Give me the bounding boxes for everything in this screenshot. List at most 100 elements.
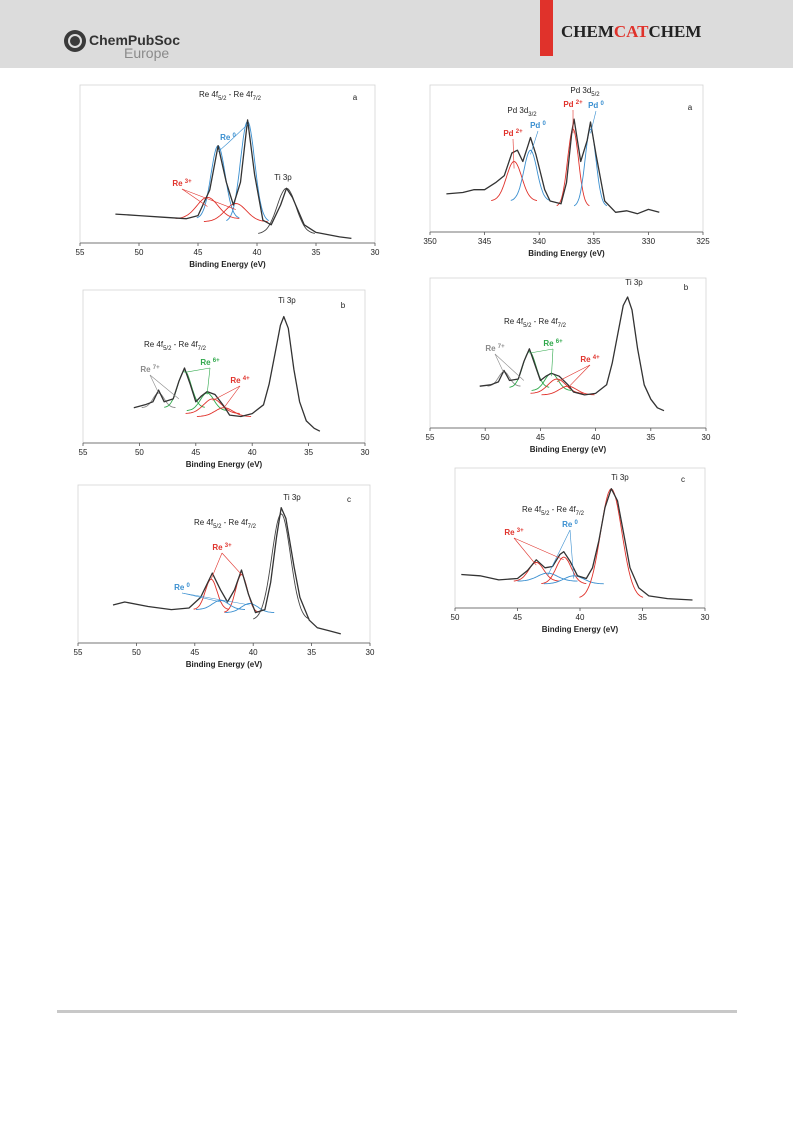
- leader-line: [210, 552, 223, 580]
- annotation-part: 7/2: [253, 96, 262, 102]
- leader-line: [181, 188, 236, 210]
- journal-part: CHEM: [561, 22, 614, 41]
- annotation-part: 0: [601, 101, 605, 107]
- x-axis-label: Binding Energy (eV): [528, 249, 605, 258]
- x-tick-label: 330: [642, 237, 656, 246]
- annotation-part: Re: [200, 358, 212, 367]
- annotation-part: 7/2: [198, 346, 207, 352]
- annotation-part: 4+: [243, 376, 250, 382]
- annotation: Re 7+: [485, 344, 505, 353]
- x-tick-label: 45: [190, 648, 199, 657]
- fit-component: [513, 561, 559, 582]
- annotation-part: Pd: [530, 121, 542, 130]
- annotation-part: Re: [220, 133, 232, 142]
- annotation-part: 3+: [517, 528, 524, 534]
- annotation-part: 0: [575, 520, 579, 526]
- annotation-part: Pd: [563, 100, 575, 109]
- leader-line: [181, 188, 208, 207]
- annotation: Pd 0: [588, 101, 604, 110]
- leader-line: [149, 374, 159, 394]
- leader-line: [149, 374, 180, 400]
- annotation-part: Re 4f: [522, 505, 542, 514]
- annotation: Pd 2+: [503, 129, 523, 138]
- publisher: ChemPubSoc: [89, 32, 180, 48]
- annotation-part: - Re 4f: [226, 90, 253, 99]
- x-tick-label: 35: [307, 648, 316, 657]
- annotation: Re 6+: [200, 358, 220, 367]
- plot-frame: [77, 484, 371, 644]
- annotation: Re 0: [220, 133, 236, 142]
- spectrum-line: [133, 315, 321, 432]
- x-tick-label: 40: [253, 248, 262, 257]
- annotation-part: Re 4f: [199, 90, 219, 99]
- fit-component: [175, 196, 240, 219]
- annotation-part: Re: [580, 355, 592, 364]
- annotation: Ti 3p: [611, 473, 629, 482]
- leader-line: [547, 529, 571, 576]
- annotation: Pd 3d5/2: [570, 86, 600, 98]
- journal-part: CAT: [614, 22, 649, 41]
- fit-component: [195, 599, 246, 610]
- annotation-part: 4+: [593, 355, 600, 361]
- x-tick-label: 35: [646, 433, 655, 442]
- annotation-part: 5/2: [218, 96, 227, 102]
- annotation-part: 2+: [516, 129, 523, 135]
- annotation: Re 4f5/2 - Re 4f7/2: [144, 340, 207, 352]
- annotation-part: Ti 3p: [283, 493, 301, 502]
- x-tick-label: 350: [423, 237, 437, 246]
- leader-line: [513, 537, 564, 561]
- journal-bar: [540, 0, 553, 56]
- annotation: Re 6+: [543, 339, 563, 348]
- annotation: a: [688, 103, 693, 112]
- x-tick-label: 55: [79, 448, 88, 457]
- annotation-part: Re: [485, 344, 497, 353]
- annotation-part: a: [688, 103, 693, 112]
- annotation-part: Ti 3p: [611, 473, 629, 482]
- logo-ring: [68, 34, 82, 48]
- annotation-part: Pd 3d: [507, 106, 528, 115]
- spectrum-line: [115, 119, 352, 240]
- annotation: Re 4+: [230, 376, 250, 385]
- annotation-part: 7/2: [248, 524, 257, 530]
- annotation-part: 5/2: [591, 92, 600, 98]
- annotation-part: 0: [543, 121, 547, 127]
- fit-component: [541, 556, 587, 585]
- annotation-part: Re: [230, 376, 242, 385]
- annotation-part: 5/2: [213, 524, 222, 530]
- fit-component: [203, 203, 268, 222]
- x-tick-label: 45: [513, 613, 522, 622]
- annotation-part: 5/2: [163, 346, 172, 352]
- leader-line: [223, 385, 241, 408]
- x-tick-label: 40: [248, 448, 257, 457]
- annotation: Re 4f5/2 - Re 4f7/2: [199, 90, 262, 102]
- annotation-part: Re 4f: [144, 340, 164, 349]
- annotation-part: Re: [140, 365, 152, 374]
- journal-title: CHEMCATCHEM: [561, 22, 701, 41]
- fit-component: [517, 572, 578, 582]
- fit-component: [253, 513, 310, 620]
- annotation: a: [353, 93, 358, 102]
- x-tick-label: 45: [194, 248, 203, 257]
- x-axis-label: Binding Energy (eV): [189, 260, 266, 269]
- x-tick-label: 345: [478, 237, 492, 246]
- annotation: Re 3+: [504, 528, 524, 537]
- annotation: Re 3+: [172, 179, 192, 188]
- logo-icon: [64, 30, 86, 52]
- footer-rule: [57, 1010, 737, 1013]
- annotation-part: b: [684, 283, 689, 292]
- annotation: Pd 0: [530, 121, 546, 130]
- x-tick-label: 40: [591, 433, 600, 442]
- x-tick-label: 45: [536, 433, 545, 442]
- leader-line: [227, 124, 248, 144]
- annotation: Re 4f5/2 - Re 4f7/2: [504, 317, 567, 329]
- leader-line: [206, 367, 211, 395]
- fit-component: [225, 603, 275, 613]
- spectrum-line: [479, 296, 665, 412]
- annotation: Re 4f5/2 - Re 4f7/2: [522, 505, 585, 517]
- x-tick-label: 30: [371, 248, 380, 257]
- annotation-part: a: [353, 93, 358, 102]
- annotation: b: [684, 283, 689, 292]
- fit-component: [185, 398, 240, 414]
- spectrum-line: [112, 507, 341, 635]
